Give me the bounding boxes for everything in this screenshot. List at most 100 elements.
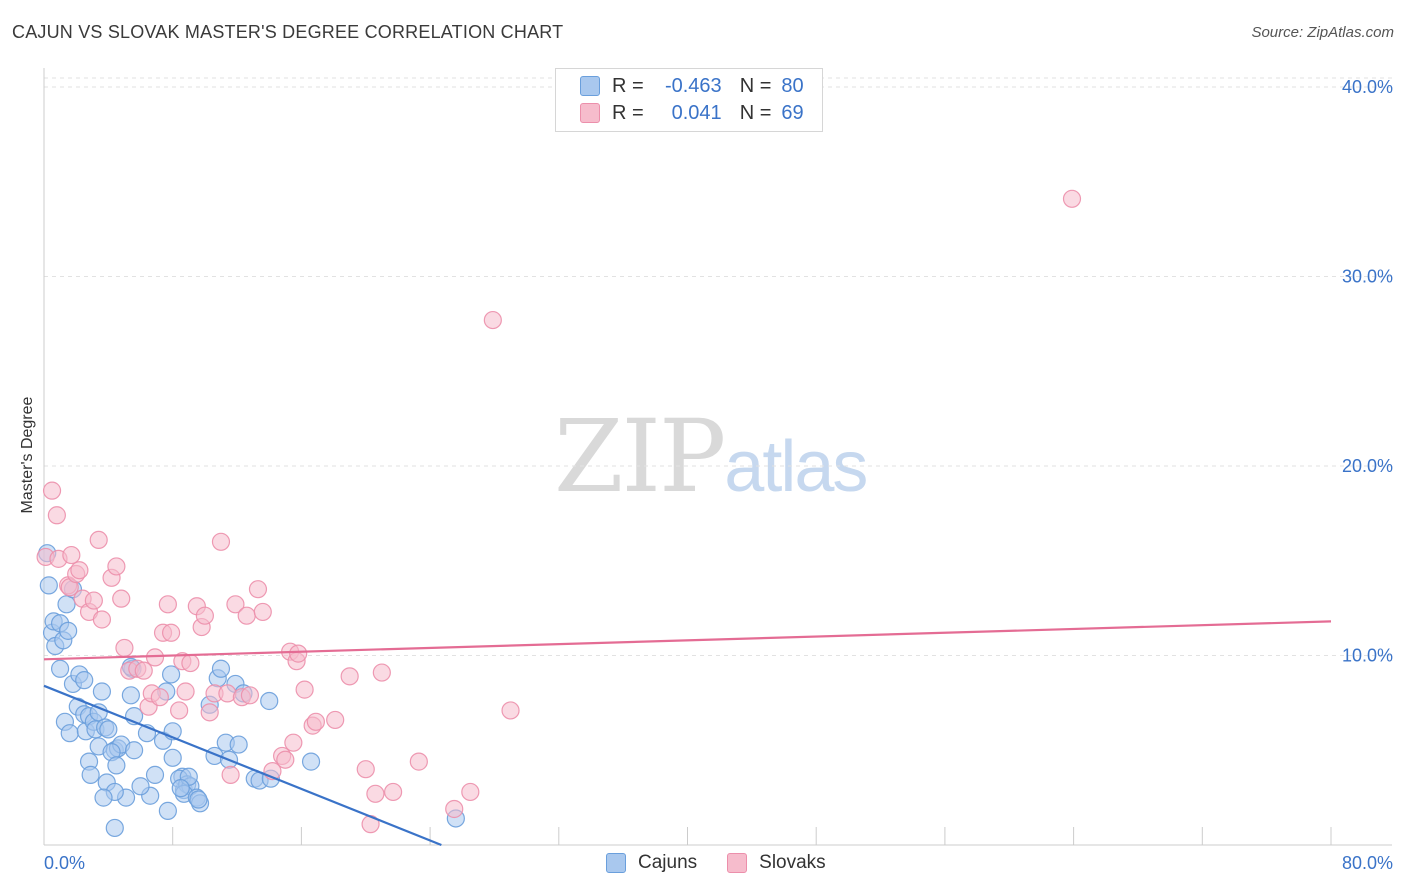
r-value-cajuns: -0.463 [664, 74, 722, 97]
slovak-point-53 [295, 680, 314, 699]
series-legend: Cajuns Slovaks [606, 852, 856, 874]
cajun-point-33 [81, 765, 100, 784]
slovak-point-45 [253, 602, 272, 622]
slovak-point-68 [1062, 189, 1082, 208]
slovak-point-44 [248, 580, 268, 599]
slovak-point-50 [284, 733, 303, 752]
cajun-point-13 [75, 671, 94, 690]
cajun-point-57 [131, 777, 150, 796]
stats-row-cajuns: R = -0.463 N = 80 [580, 74, 804, 98]
cajun-point-7 [57, 595, 76, 614]
slovak-point-37 [211, 532, 231, 551]
cajuns-legend-swatch [606, 853, 626, 873]
watermark-atlas: atlas [724, 427, 868, 507]
slovaks-legend-swatch [727, 853, 748, 873]
legend-label-slovaks: Slovaks [759, 852, 826, 873]
cajun-point-72 [229, 735, 248, 754]
x-tick-label-0: 0.0% [44, 853, 85, 873]
slovak-point-64 [445, 799, 464, 819]
slovak-point-42 [237, 606, 256, 625]
slovak-point-39 [221, 765, 240, 784]
cajun-point-45 [163, 748, 182, 767]
y-tick-label-3: 40.0% [1342, 77, 1393, 97]
slovak-point-61 [372, 663, 391, 682]
slovak-point-27 [161, 623, 181, 642]
r-label: R = [612, 101, 644, 124]
cajuns-swatch [580, 76, 600, 96]
watermark-zip: ZIP [554, 398, 726, 515]
cajun-point-16 [60, 724, 79, 743]
slovak-point-52 [289, 644, 308, 663]
source-label: Source: ZipAtlas.com [1251, 24, 1394, 41]
slovak-trend-line [43, 620, 1332, 661]
slovak-point-2 [47, 506, 66, 525]
cajun-point-37 [121, 686, 140, 705]
slovak-point-35 [200, 703, 219, 722]
cajun-point-14 [92, 682, 112, 701]
cajun-point-64 [189, 790, 208, 809]
n-label: N = [739, 101, 772, 124]
slovak-point-43 [240, 686, 260, 705]
slovak-point-66 [501, 701, 520, 720]
n-value-cajuns: 80 [781, 74, 804, 97]
cajun-point-56 [158, 801, 177, 820]
slovaks-swatch [580, 103, 600, 123]
cajun-point-23 [89, 703, 108, 722]
cajun-point-54 [171, 779, 190, 798]
cajun-point-46 [161, 665, 181, 684]
slovak-point-65 [461, 782, 480, 802]
slovak-point-20 [134, 661, 153, 680]
cajun-point-30 [124, 741, 144, 760]
cajun-point-35 [107, 756, 126, 775]
slovak-point-31 [181, 653, 200, 673]
cajun-point-77 [260, 691, 279, 711]
slovak-point-11 [84, 591, 103, 610]
slovak-point-8 [70, 561, 89, 580]
slovak-point-12 [89, 530, 108, 550]
slovak-point-48 [276, 750, 295, 769]
legend-label-cajuns: Cajuns [638, 852, 698, 873]
legend-item-cajuns[interactable]: Cajuns [606, 852, 697, 874]
slovak-point-58 [356, 760, 375, 779]
stats-row-slovaks: R = 0.041 N = 69 [580, 101, 804, 125]
slovak-point-13 [92, 610, 112, 629]
cajun-point-25 [99, 720, 118, 739]
slovak-point-6 [62, 545, 81, 565]
stats-legend: R = -0.463 N = 80 R = 0.041 N = 69 [555, 68, 823, 132]
cajun-point-10 [50, 659, 70, 678]
slovak-point-24 [150, 688, 169, 707]
slovak-point-17 [115, 638, 134, 658]
r-value-slovaks: 0.041 [671, 101, 722, 124]
slovak-point-67 [483, 310, 502, 330]
cajun-point-41 [145, 765, 165, 784]
slovak-point-23 [145, 648, 165, 667]
legend-item-slovaks[interactable]: Slovaks [727, 852, 826, 874]
cajun-trend-line [43, 684, 442, 847]
slovak-point-56 [326, 710, 345, 730]
chart-title: CAJUN VS SLOVAK MASTER'S DEGREE CORRELAT… [12, 22, 564, 42]
y-tick-label-0: 10.0% [1342, 646, 1393, 666]
cajun-point-68 [211, 659, 231, 678]
slovak-point-28 [170, 701, 189, 720]
slovak-point-63 [409, 752, 428, 771]
cajun-point-8 [59, 621, 78, 640]
slovak-point-30 [176, 682, 195, 701]
y-tick-label-1: 20.0% [1342, 456, 1393, 476]
x-tick-label-1: 80.0% [1342, 853, 1393, 873]
slovak-point-16 [112, 589, 131, 608]
cajun-point-61 [105, 818, 124, 838]
slovak-point-60 [366, 784, 385, 803]
cajun-point-60 [94, 788, 113, 807]
slovak-point-57 [340, 667, 359, 686]
watermark: ZIPatlas [554, 398, 868, 515]
slovak-point-26 [158, 595, 177, 614]
slovak-point-55 [306, 712, 325, 731]
slovak-point-62 [383, 782, 403, 802]
slovak-point-15 [107, 557, 126, 576]
r-label: R = [612, 74, 644, 97]
n-label: N = [739, 74, 772, 97]
slovak-point-40 [226, 595, 245, 614]
slovak-point-34 [195, 606, 214, 625]
y-tick-label-2: 30.0% [1342, 267, 1393, 287]
